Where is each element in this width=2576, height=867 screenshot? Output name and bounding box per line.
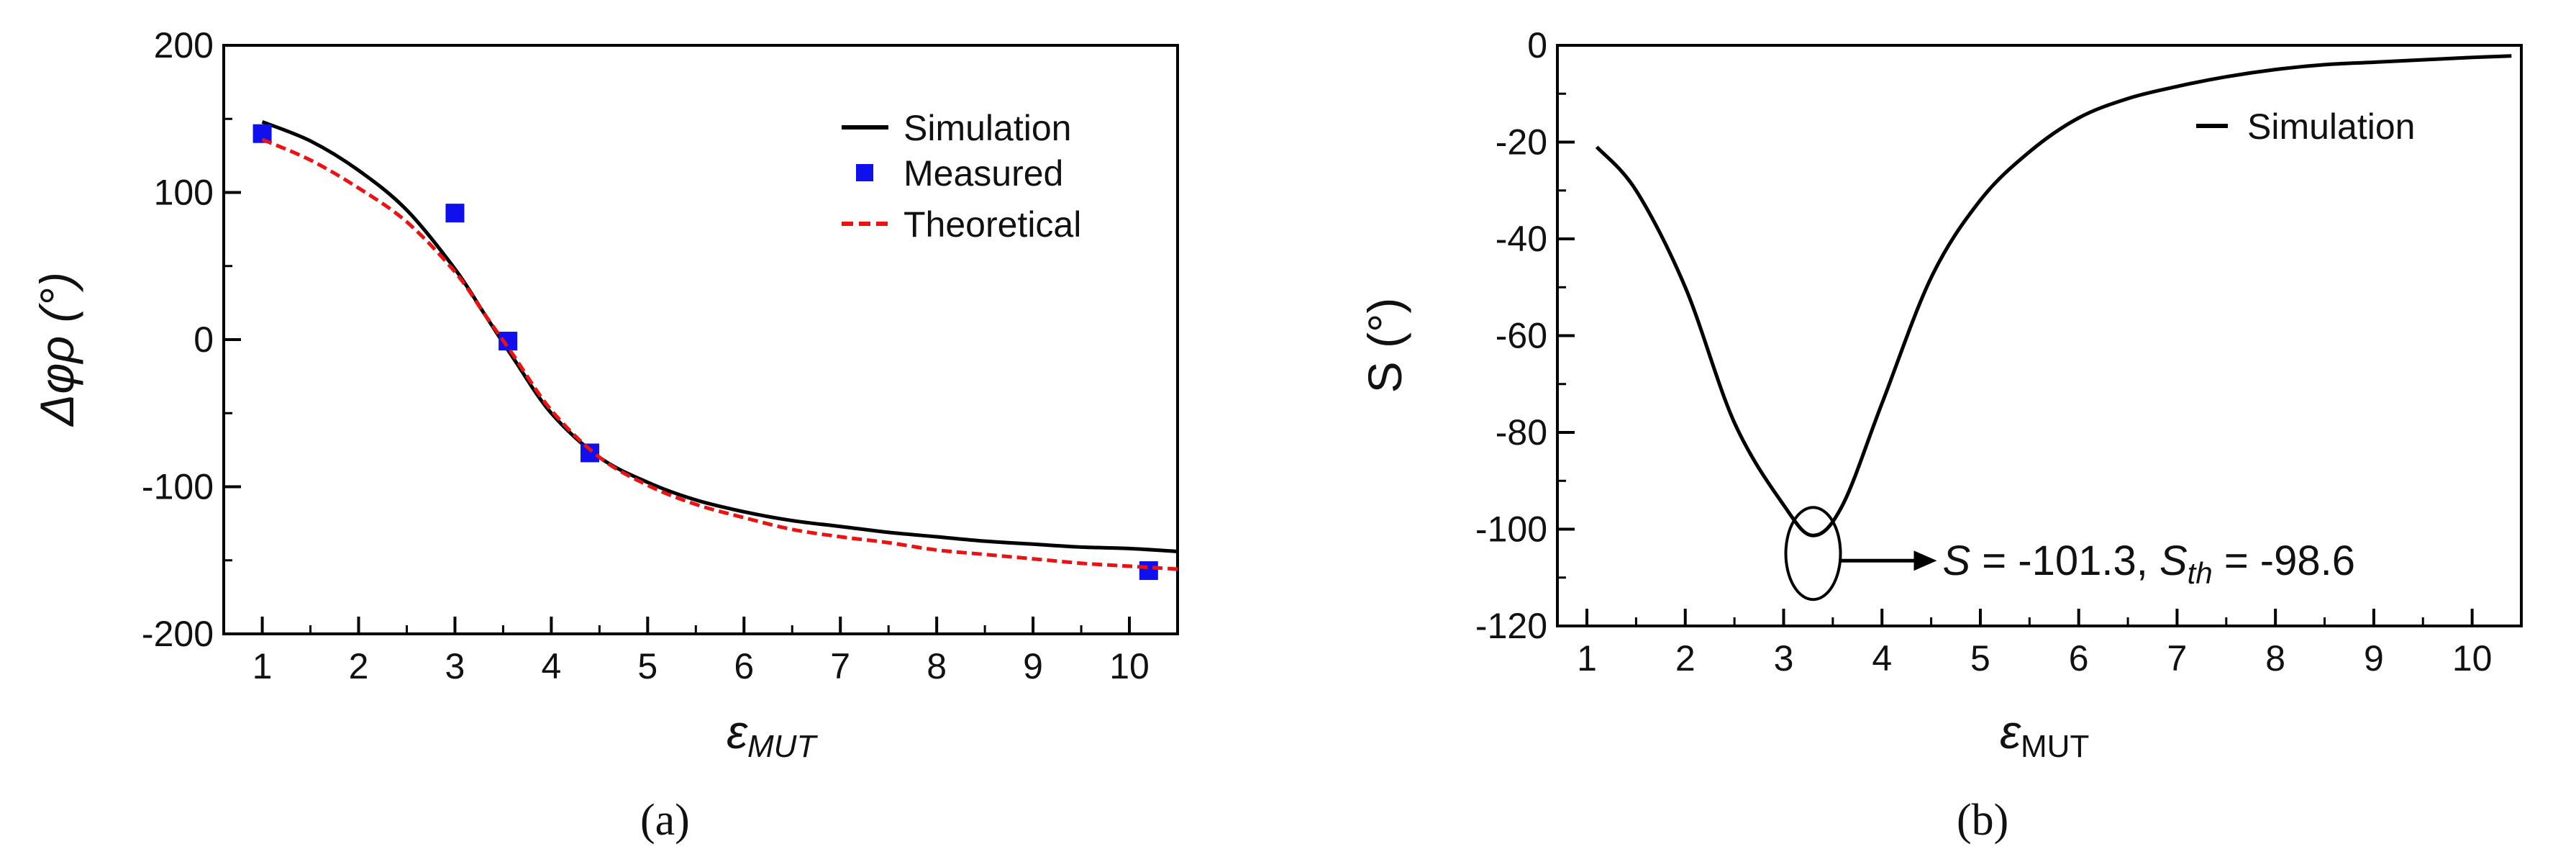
x-tick-label: 10	[1109, 646, 1150, 686]
panel-b-chart: -120 -100 -80 -60 -40 -20 0 1 2 3 4 5 6 7 8 9 10 Simula…	[1358, 25, 2523, 845]
y-tick-label: 0	[1527, 25, 1547, 65]
panel-b-legend: Simulation	[2196, 106, 2415, 147]
minimum-highlight-ellipse	[1784, 506, 1842, 602]
x-tick-label: 3	[1774, 638, 1794, 678]
y-tick-label: 0	[194, 319, 214, 360]
y-tick-label: -60	[1496, 316, 1547, 356]
x-tick-label: 7	[830, 646, 850, 686]
y-tick-label: 100	[154, 173, 214, 213]
minimum-annotation-text: S = -101.3, Sth = -98.6	[1943, 537, 2356, 590]
simulation-line	[261, 120, 1178, 553]
x-tick-label: 8	[927, 646, 947, 686]
legend-measured-label: Measured	[904, 153, 1063, 194]
y-tick-label: -100	[1475, 509, 1547, 550]
x-tick-label: 4	[1872, 638, 1892, 678]
panel-b-caption: (b)	[1957, 796, 2008, 845]
panel-b-y-axis-label: S (°)	[1358, 298, 1411, 394]
y-tick-label: -20	[1496, 122, 1547, 163]
legend-simulation-label: Simulation	[904, 108, 1071, 148]
measured-point	[445, 204, 465, 223]
y-tick-label: -80	[1496, 412, 1547, 453]
minimum-annotation: S = -101.3, Sth = -98.6	[1784, 506, 2356, 602]
legend-theoretical-label: Theoretical	[904, 204, 1081, 245]
panel-a-y-axis-label: Δφρ (°)	[30, 272, 83, 427]
panel-a-legend: Simulation Measured Theoretical	[842, 108, 1081, 245]
x-tick-label: 7	[2167, 638, 2188, 678]
legend-simulation-b-label: Simulation	[2247, 106, 2415, 147]
y-tick-label: 200	[154, 25, 214, 65]
panel-a-x-axis-label: εMUT	[727, 705, 818, 764]
x-tick-label: 5	[1970, 638, 1990, 678]
x-tick-label: 6	[2069, 638, 2089, 678]
x-tick-label: 6	[734, 646, 754, 686]
x-tick-label: 2	[349, 646, 369, 686]
annotation-arrow-head	[1913, 550, 1937, 571]
x-tick-label: 1	[252, 646, 273, 686]
theoretical-line	[261, 137, 1178, 571]
x-tick-label: 9	[1023, 646, 1043, 686]
x-tick-label: 10	[2452, 638, 2493, 678]
x-tick-label: 4	[541, 646, 561, 686]
measured-point	[1139, 561, 1158, 581]
y-tick-label: -100	[142, 467, 214, 507]
panel-a-caption: (a)	[640, 796, 690, 845]
x-tick-label: 1	[1577, 638, 1597, 678]
x-tick-label: 9	[2364, 638, 2384, 678]
legend-measured-swatch	[856, 164, 873, 181]
x-tick-label: 2	[1675, 638, 1696, 678]
y-tick-label: -120	[1475, 606, 1547, 646]
simulation-line	[1595, 54, 2512, 537]
panel-a-chart: -200 -100 0 100 200 1 2 3 4 5 6 7 8 9 10 Simulation M…	[30, 25, 1179, 845]
x-tick-label: 3	[445, 646, 465, 686]
x-tick-label: 8	[2265, 638, 2285, 678]
panel-b-x-axis-label: εMUT	[2000, 705, 2089, 764]
x-tick-label: 5	[637, 646, 657, 686]
y-tick-label: -40	[1496, 219, 1547, 259]
measured-point	[580, 443, 599, 463]
y-tick-label: -200	[142, 614, 214, 654]
